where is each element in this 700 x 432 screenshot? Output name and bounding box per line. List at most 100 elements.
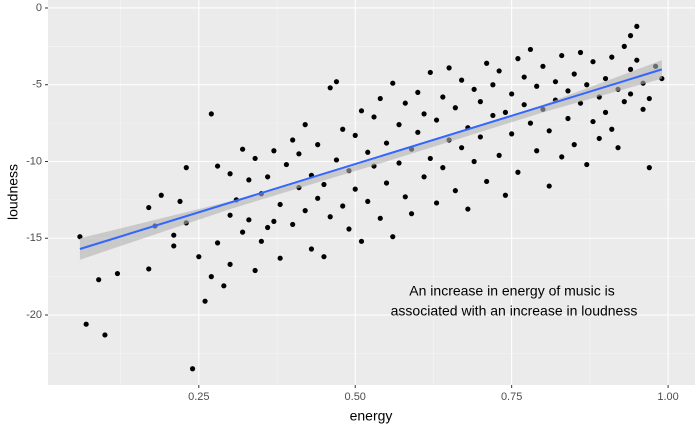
y-axis-title: loudness bbox=[5, 164, 21, 220]
point bbox=[83, 321, 89, 327]
point bbox=[484, 178, 490, 185]
point bbox=[365, 149, 371, 155]
point bbox=[459, 145, 465, 151]
point bbox=[621, 99, 627, 105]
point bbox=[333, 157, 340, 163]
point bbox=[452, 105, 458, 111]
point bbox=[559, 52, 565, 59]
point bbox=[383, 180, 390, 186]
point bbox=[502, 109, 509, 115]
point bbox=[433, 200, 440, 206]
point bbox=[490, 112, 496, 119]
point bbox=[246, 177, 252, 183]
point bbox=[183, 165, 189, 171]
point bbox=[471, 86, 477, 92]
point bbox=[521, 74, 527, 80]
point bbox=[196, 254, 202, 260]
point bbox=[440, 94, 446, 100]
point bbox=[208, 111, 214, 117]
point bbox=[315, 195, 321, 201]
y-tick-label: -15 bbox=[26, 232, 42, 244]
point bbox=[559, 154, 565, 160]
point bbox=[527, 46, 534, 53]
point bbox=[333, 79, 340, 85]
point bbox=[408, 211, 415, 217]
point bbox=[609, 126, 615, 132]
point bbox=[146, 266, 152, 272]
point bbox=[246, 217, 252, 223]
point bbox=[377, 215, 383, 221]
point bbox=[227, 171, 233, 177]
point bbox=[327, 214, 333, 220]
point bbox=[171, 232, 177, 238]
point bbox=[283, 161, 290, 168]
point bbox=[290, 137, 296, 143]
point bbox=[534, 148, 540, 154]
point bbox=[509, 91, 515, 97]
point bbox=[496, 152, 502, 158]
point bbox=[490, 82, 496, 88]
point bbox=[546, 183, 552, 189]
point bbox=[277, 255, 283, 261]
fit-line bbox=[79, 68, 663, 250]
point bbox=[421, 111, 427, 117]
point bbox=[452, 188, 458, 194]
point bbox=[402, 194, 408, 200]
point bbox=[646, 165, 652, 171]
point bbox=[609, 54, 615, 60]
point bbox=[315, 142, 321, 148]
point bbox=[96, 277, 102, 283]
point bbox=[584, 161, 590, 168]
point bbox=[358, 108, 365, 114]
point bbox=[340, 203, 346, 209]
point bbox=[352, 132, 358, 138]
annotation: An increase in energy of music is bbox=[409, 283, 614, 299]
point bbox=[240, 146, 246, 152]
point bbox=[540, 63, 546, 69]
point bbox=[277, 201, 283, 208]
point bbox=[577, 49, 584, 56]
point bbox=[646, 95, 652, 102]
point bbox=[427, 155, 433, 162]
point bbox=[365, 198, 371, 205]
point bbox=[471, 158, 477, 165]
point bbox=[340, 126, 346, 132]
point bbox=[590, 59, 596, 65]
point bbox=[552, 79, 559, 85]
point bbox=[446, 65, 452, 71]
point bbox=[265, 224, 271, 231]
point bbox=[565, 115, 571, 122]
x-tick-label: 0.75 bbox=[501, 391, 522, 403]
point bbox=[221, 283, 227, 289]
point bbox=[146, 204, 152, 211]
point bbox=[427, 69, 433, 76]
point bbox=[265, 174, 271, 180]
point bbox=[571, 142, 577, 148]
point bbox=[477, 134, 483, 140]
y-tick-label: -10 bbox=[26, 155, 42, 167]
y-tick-label: -20 bbox=[26, 309, 42, 321]
point bbox=[634, 57, 640, 63]
point bbox=[252, 155, 258, 162]
x-axis-title: energy bbox=[350, 408, 393, 424]
point bbox=[515, 56, 521, 62]
point bbox=[402, 100, 408, 106]
point bbox=[321, 181, 327, 188]
point bbox=[214, 163, 221, 169]
x-tick-label: 1.00 bbox=[657, 391, 678, 403]
point bbox=[627, 66, 634, 72]
point bbox=[627, 33, 634, 39]
point bbox=[358, 238, 365, 244]
point bbox=[208, 274, 214, 280]
y-tick-label: -5 bbox=[32, 79, 42, 91]
point bbox=[371, 114, 377, 120]
point bbox=[271, 148, 277, 154]
point bbox=[502, 192, 509, 198]
point bbox=[390, 80, 396, 86]
point bbox=[602, 75, 609, 82]
annotation: associated with an increase in loudness bbox=[391, 303, 638, 319]
point bbox=[521, 102, 527, 108]
point bbox=[415, 89, 421, 96]
point bbox=[240, 229, 246, 235]
